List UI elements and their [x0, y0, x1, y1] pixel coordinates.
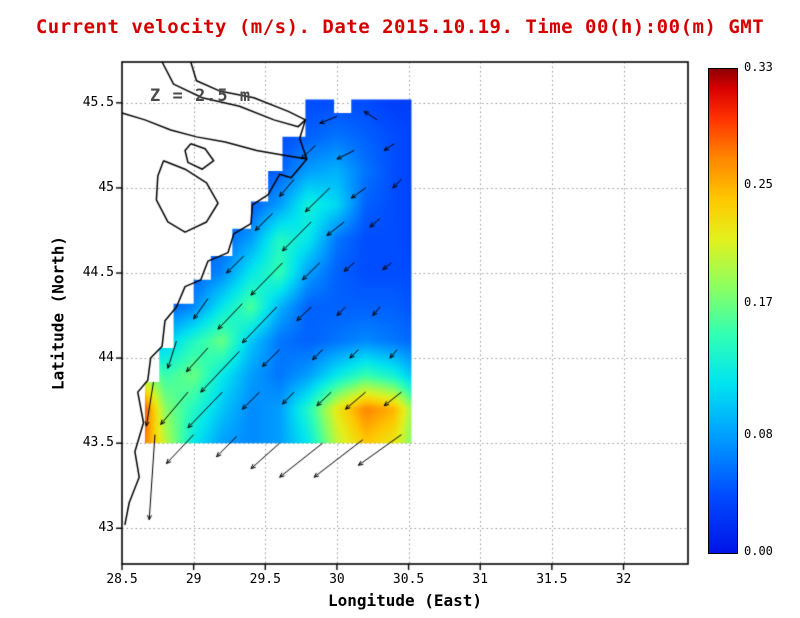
colorbar-tick-label: 0.25: [744, 177, 773, 192]
x-tick-label: 28.5: [106, 572, 138, 587]
y-tick-label: 44.5: [82, 265, 114, 280]
y-axis-label: Latitude (North): [48, 235, 68, 391]
y-tick-label: 43.5: [82, 435, 114, 451]
x-tick-label: 31.5: [536, 572, 568, 587]
colorbar-tick-label: 0.00: [744, 544, 773, 558]
x-axis-label: Longitude (East): [327, 591, 483, 610]
colorbar-tick-label: 0.17: [744, 294, 773, 309]
x-tick-label: 29: [185, 572, 202, 587]
colorbar-gradient: [708, 68, 738, 554]
y-tick-label: 43: [98, 520, 114, 536]
colorbar-tick-label: 0.08: [744, 426, 773, 441]
depth-annotation: Z = 2.5 m: [150, 86, 252, 106]
x-tick-label: 30: [329, 572, 345, 587]
y-tick-label: 45: [98, 179, 114, 195]
y-tick-label: 44: [98, 350, 114, 366]
x-tick-label: 29.5: [249, 572, 281, 587]
x-tick-label: 30.5: [392, 572, 425, 587]
x-tick-label: 32: [615, 572, 632, 587]
x-tick-label: 31: [472, 572, 489, 587]
y-tick-label: 45.5: [82, 94, 114, 110]
colorbar-tick-label: 0.33: [744, 60, 773, 74]
plot-canvas: [112, 52, 698, 574]
figure-title: Current velocity (m/s). Date 2015.10.19.…: [35, 16, 765, 38]
